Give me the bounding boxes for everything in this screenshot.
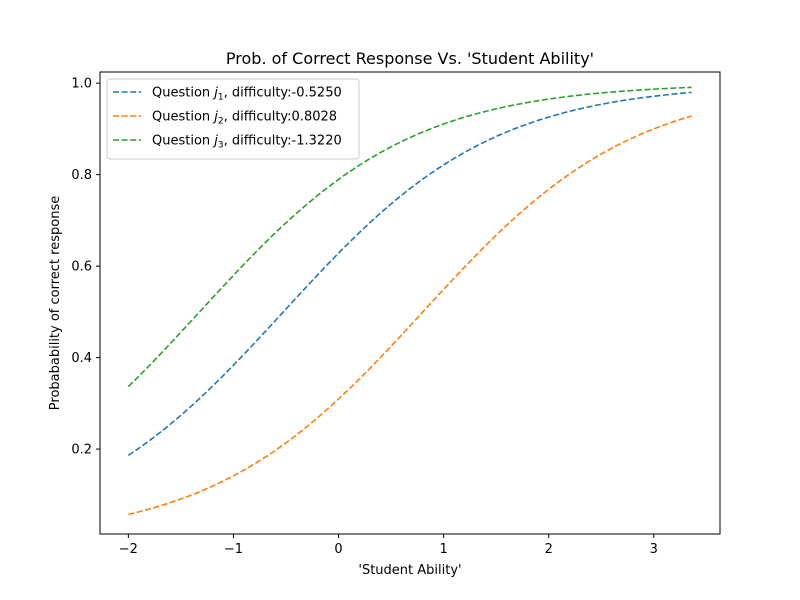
series-line-1 [127,91,692,457]
x-tick-label: 2 [545,542,553,557]
y-axis: 0.2 0.4 0.6 0.8 1.0 [71,77,100,458]
legend: Question j1, difficulty:-0.5250 Question … [106,78,360,160]
series-line-3 [127,86,692,388]
chart-title: Prob. of Correct Response Vs. 'Student A… [226,49,594,68]
y-tick-label: 0.2 [71,443,92,458]
series-layer [127,86,692,516]
series-line-2 [128,115,692,516]
legend-label-1: Question j1, difficulty:-0.5250 [152,86,342,103]
legend-box [106,78,360,160]
x-tick-label: 1 [439,542,447,557]
x-tick-label: 0 [334,542,342,557]
x-axis: −2 −1 0 1 2 3 [119,534,658,557]
plot-frame [99,71,721,535]
x-tick-label: −2 [119,542,138,557]
y-axis-title: Probabability of correct response [48,196,63,410]
x-axis-title: 'Student Ability' [358,563,461,578]
x-tick-label: −1 [224,542,243,557]
y-tick-label: 1.0 [71,77,92,92]
y-tick-label: 0.6 [71,260,92,275]
y-tick-label: 0.4 [71,351,92,366]
y-tick-label: 0.8 [71,168,92,183]
legend-label-2: Question j2, difficulty:0.8028 [152,110,337,127]
x-tick-label: 3 [650,542,658,557]
plot-area [99,71,721,535]
legend-label-3: Question j3, difficulty:-1.3220 [152,134,342,151]
